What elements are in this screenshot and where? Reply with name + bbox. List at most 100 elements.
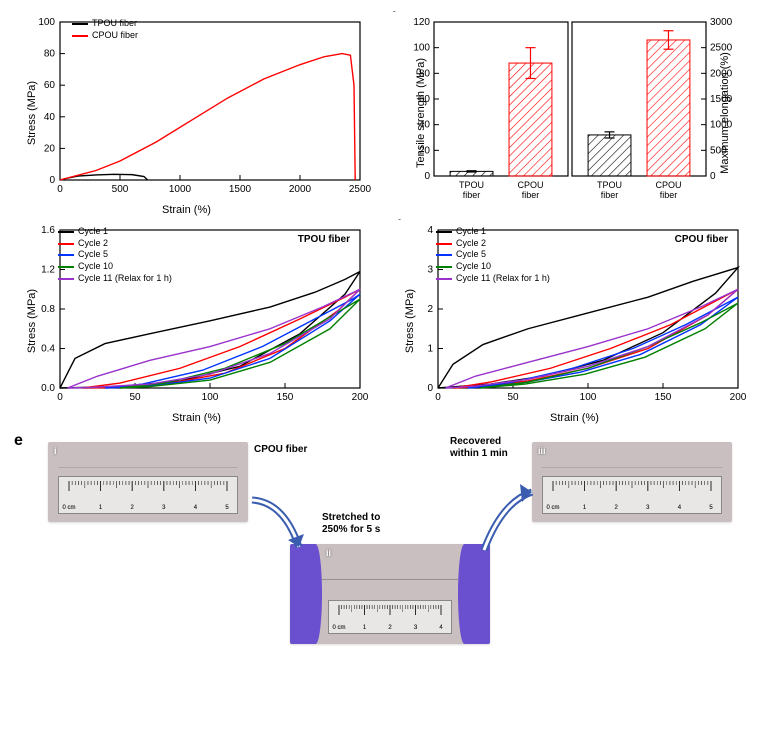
xlabel-a: Strain (%) bbox=[162, 204, 211, 216]
svg-text:100: 100 bbox=[38, 17, 55, 28]
ruler-ii-svg: 0 cm12340 cm1234 bbox=[329, 601, 451, 633]
svg-text:3: 3 bbox=[646, 505, 650, 511]
ruler-i-svg: 0 cm123450 cm12345 bbox=[59, 477, 237, 513]
svg-text:TPOU: TPOU bbox=[459, 180, 484, 190]
sublabel-iii: iii bbox=[538, 446, 546, 456]
svg-text:5: 5 bbox=[709, 505, 713, 511]
svg-text:150: 150 bbox=[277, 392, 294, 403]
svg-text:50: 50 bbox=[129, 392, 141, 403]
svg-text:200: 200 bbox=[352, 392, 369, 403]
chart-a: 05001000150020002500020406080100 Stress … bbox=[12, 12, 372, 212]
arrow-i-ii bbox=[244, 492, 314, 572]
chart-a-svg: 05001000150020002500020406080100 bbox=[12, 12, 372, 212]
svg-text:2: 2 bbox=[388, 625, 392, 631]
svg-text:3: 3 bbox=[162, 505, 166, 511]
svg-text:CPOU: CPOU bbox=[655, 180, 681, 190]
svg-text:fiber: fiber bbox=[522, 190, 540, 200]
svg-text:100: 100 bbox=[580, 392, 597, 403]
svg-text:1500: 1500 bbox=[229, 184, 252, 195]
svg-text:0: 0 bbox=[57, 392, 63, 403]
title-in-c: TPOU fiber bbox=[298, 234, 350, 245]
chart-b-svg: 020406080100120TPOUfiberCPOUfiber0500100… bbox=[390, 12, 750, 212]
svg-text:3: 3 bbox=[427, 265, 433, 276]
svg-text:1.6: 1.6 bbox=[41, 225, 55, 236]
ylabel-a: Stress (MPa) bbox=[26, 81, 38, 145]
panel-c: c 0501001502000.00.40.81.21.6 Stress (MP… bbox=[12, 220, 372, 420]
svg-text:100: 100 bbox=[202, 392, 219, 403]
svg-text:1: 1 bbox=[427, 344, 433, 355]
panel-label-e: e bbox=[14, 432, 23, 450]
arrow-ii-iii bbox=[472, 482, 542, 562]
svg-text:40: 40 bbox=[44, 112, 56, 123]
photo-ii: 0 cm12340 cm1234 ii bbox=[290, 544, 490, 644]
svg-text:0 cm: 0 cm bbox=[332, 625, 345, 631]
svg-text:60: 60 bbox=[44, 80, 56, 91]
svg-text:0: 0 bbox=[57, 184, 63, 195]
panel-b: b 020406080100120TPOUfiberCPOUfiber05001… bbox=[390, 12, 750, 212]
svg-text:0 cm: 0 cm bbox=[546, 505, 559, 511]
legend-d: Cycle 1Cycle 2Cycle 5Cycle 10Cycle 11 (R… bbox=[436, 226, 550, 284]
svg-text:fiber: fiber bbox=[601, 190, 619, 200]
chart-c: 0 50 100 150 200 0.0 0.4 0.8 1.2 1.6 Stress (MPa)… bbox=[12, 220, 372, 420]
sublabel-i: i bbox=[54, 446, 57, 456]
photo-iii: 0 cm123450 cm12345 iii bbox=[532, 442, 732, 522]
panel-a: a 05001000150020002500020406080100 Stres… bbox=[12, 12, 372, 212]
chart-d: 05010015020001234 Stress (MPa) Strain (%… bbox=[390, 220, 750, 420]
svg-text:0.0: 0.0 bbox=[41, 383, 55, 394]
legend-a: TPOU fiberCPOU fiber bbox=[72, 18, 138, 41]
ylabel-b-right: Maximum elongation (%) bbox=[719, 52, 731, 174]
svg-text:fiber: fiber bbox=[463, 190, 481, 200]
svg-text:0 cm: 0 cm bbox=[62, 505, 75, 511]
svg-text:1: 1 bbox=[583, 505, 587, 511]
svg-text:0: 0 bbox=[435, 392, 441, 403]
svg-text:4: 4 bbox=[427, 225, 433, 236]
chart-b: 020406080100120TPOUfiberCPOUfiber0500100… bbox=[390, 12, 750, 212]
svg-text:4: 4 bbox=[439, 625, 443, 631]
svg-text:1: 1 bbox=[363, 625, 367, 631]
svg-text:2: 2 bbox=[131, 505, 135, 511]
svg-text:0: 0 bbox=[710, 171, 716, 182]
svg-text:0: 0 bbox=[49, 175, 55, 186]
row-ab: a 05001000150020002500020406080100 Stres… bbox=[12, 12, 752, 212]
svg-text:5: 5 bbox=[225, 505, 229, 511]
svg-text:2: 2 bbox=[615, 505, 619, 511]
svg-text:2: 2 bbox=[427, 304, 433, 315]
svg-text:fiber: fiber bbox=[660, 190, 678, 200]
svg-text:4: 4 bbox=[678, 505, 682, 511]
ylabel-c: Stress (MPa) bbox=[26, 289, 38, 353]
svg-text:1000: 1000 bbox=[169, 184, 192, 195]
ylabel-d: Stress (MPa) bbox=[404, 289, 416, 353]
ruler-iii-svg: 0 cm123450 cm12345 bbox=[543, 477, 721, 513]
caption-recover: Recoveredwithin 1 min bbox=[450, 436, 508, 460]
ylabel-b-left: Tensile strength (MPa) bbox=[415, 58, 427, 168]
svg-text:CPOU: CPOU bbox=[517, 180, 543, 190]
svg-text:50: 50 bbox=[507, 392, 519, 403]
svg-text:TPOU: TPOU bbox=[597, 180, 622, 190]
svg-text:500: 500 bbox=[112, 184, 129, 195]
svg-text:20: 20 bbox=[44, 143, 56, 154]
svg-text:3000: 3000 bbox=[710, 17, 733, 28]
sublabel-ii: ii bbox=[326, 548, 331, 558]
svg-text:80: 80 bbox=[44, 49, 56, 60]
legend-c: Cycle 1Cycle 2Cycle 5Cycle 10Cycle 11 (R… bbox=[58, 226, 172, 284]
photo-i: 0 cm123450 cm12345 i bbox=[48, 442, 248, 522]
caption-cpou: CPOU fiber bbox=[254, 444, 307, 455]
panel-e: e 0 cm 1 2 3 4 5 0 cm 1 2 3 4 5 i CPOU fiber 0 cm 1 2… bbox=[12, 432, 752, 652]
svg-text:0.4: 0.4 bbox=[41, 344, 55, 355]
svg-text:1.2: 1.2 bbox=[41, 265, 55, 276]
svg-text:120: 120 bbox=[413, 17, 430, 28]
svg-text:4: 4 bbox=[194, 505, 198, 511]
svg-text:3: 3 bbox=[414, 625, 418, 631]
title-in-d: CPOU fiber bbox=[675, 234, 728, 245]
svg-text:100: 100 bbox=[413, 43, 430, 54]
figure-container: a 05001000150020002500020406080100 Stres… bbox=[12, 12, 752, 652]
caption-stretch: Stretched to250% for 5 s bbox=[322, 512, 380, 536]
xlabel-c: Strain (%) bbox=[172, 412, 221, 424]
svg-text:0.8: 0.8 bbox=[41, 304, 55, 315]
panel-d: d 05010015020001234 Stress (MPa) Strain … bbox=[390, 220, 750, 420]
svg-text:200: 200 bbox=[730, 392, 747, 403]
svg-text:1: 1 bbox=[99, 505, 103, 511]
svg-text:0: 0 bbox=[424, 171, 430, 182]
row-cd: c 0501001502000.00.40.81.21.6 Stress (MP… bbox=[12, 220, 752, 420]
svg-text:150: 150 bbox=[655, 392, 672, 403]
